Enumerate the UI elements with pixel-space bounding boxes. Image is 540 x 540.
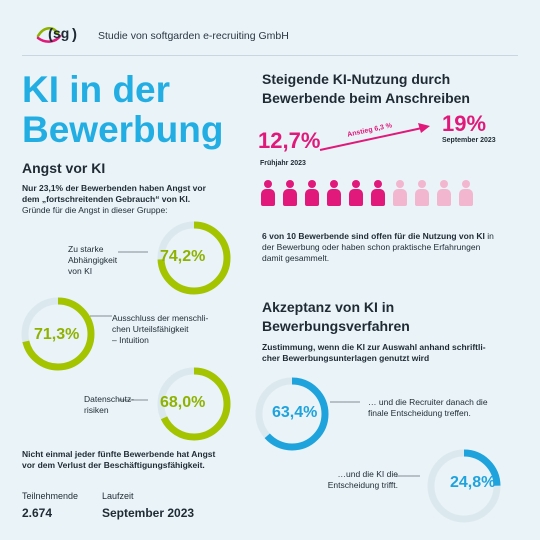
person-icon bbox=[261, 180, 275, 206]
angst-value-2: 71,3% bbox=[34, 326, 80, 343]
people-row bbox=[261, 180, 481, 211]
acceptance-ring-1 bbox=[255, 377, 360, 451]
acceptance-label-1: … und die Recruiter danach die finale En… bbox=[368, 397, 488, 418]
acceptance-ring-2 bbox=[396, 449, 501, 523]
participants-label: Teilnehmende bbox=[22, 491, 79, 501]
angst-value-1: 74,2% bbox=[160, 248, 206, 265]
logo-text: sg bbox=[53, 25, 69, 41]
header-divider bbox=[22, 55, 518, 56]
increase-arrow bbox=[319, 123, 430, 151]
acceptance-value-2: 24,8% bbox=[450, 474, 496, 491]
angst-value-3: 68,0% bbox=[160, 394, 206, 411]
person-icon bbox=[437, 180, 451, 206]
person-icon bbox=[305, 180, 319, 206]
softgarden-logo: ( sg ) bbox=[36, 25, 77, 43]
usage-note: 6 von 10 Bewerbende sind offen für die N… bbox=[262, 231, 494, 263]
runtime-value: September 2023 bbox=[102, 506, 195, 520]
acceptance-sub: Zustimmung, wenn die KI zur Auswahl anha… bbox=[262, 342, 486, 363]
acceptance-label-2: …und die KI die Entscheidung trifft. bbox=[327, 469, 398, 490]
usage-from-date: Frühjahr 2023 bbox=[260, 160, 306, 167]
angst-label-1: Zu starke Abhängigkeit von KI bbox=[68, 244, 118, 276]
acceptance-value-1: 63,4% bbox=[272, 404, 318, 421]
angst-label-2: Ausschluss der menschli- chen Urteilsfäh… bbox=[112, 313, 209, 345]
runtime-label: Laufzeit bbox=[102, 491, 134, 501]
page-title: KI in der Bewerbung bbox=[22, 69, 224, 150]
person-icon bbox=[349, 180, 363, 206]
participants-value: 2.674 bbox=[22, 506, 53, 520]
angst-ring-3 bbox=[118, 367, 231, 441]
person-icon bbox=[415, 180, 429, 206]
brand-text: Studie von softgarden e-recruiting GmbH bbox=[98, 30, 289, 42]
usage-to-date: September 2023 bbox=[442, 137, 496, 144]
svg-text:(: ( bbox=[48, 26, 53, 43]
acceptance-heading: Akzeptanz von KI in Bewerbungsverfahren bbox=[262, 299, 410, 334]
angst-heading: Angst vor KI bbox=[22, 160, 106, 176]
usage-to-value: 19% bbox=[442, 111, 487, 136]
usage-heading: Steigende KI-Nutzung durch Bewerbende be… bbox=[262, 71, 470, 106]
usage-from-value: 12,7% bbox=[258, 128, 321, 153]
angst-intro: Nur 23,1% der Bewerbenden haben Angst vo… bbox=[22, 183, 206, 215]
person-icon bbox=[393, 180, 407, 206]
person-icon bbox=[371, 180, 385, 206]
person-icon bbox=[283, 180, 297, 206]
angst-ring-1 bbox=[118, 221, 231, 295]
angst-footer: Nicht einmal jeder fünfte Bewerbende hat… bbox=[22, 449, 216, 470]
angst-label-3: Datenschutz- risiken bbox=[84, 394, 135, 415]
svg-text:): ) bbox=[72, 26, 77, 43]
person-icon bbox=[327, 180, 341, 206]
person-icon bbox=[459, 180, 473, 206]
angst-ring-2 bbox=[21, 297, 112, 371]
